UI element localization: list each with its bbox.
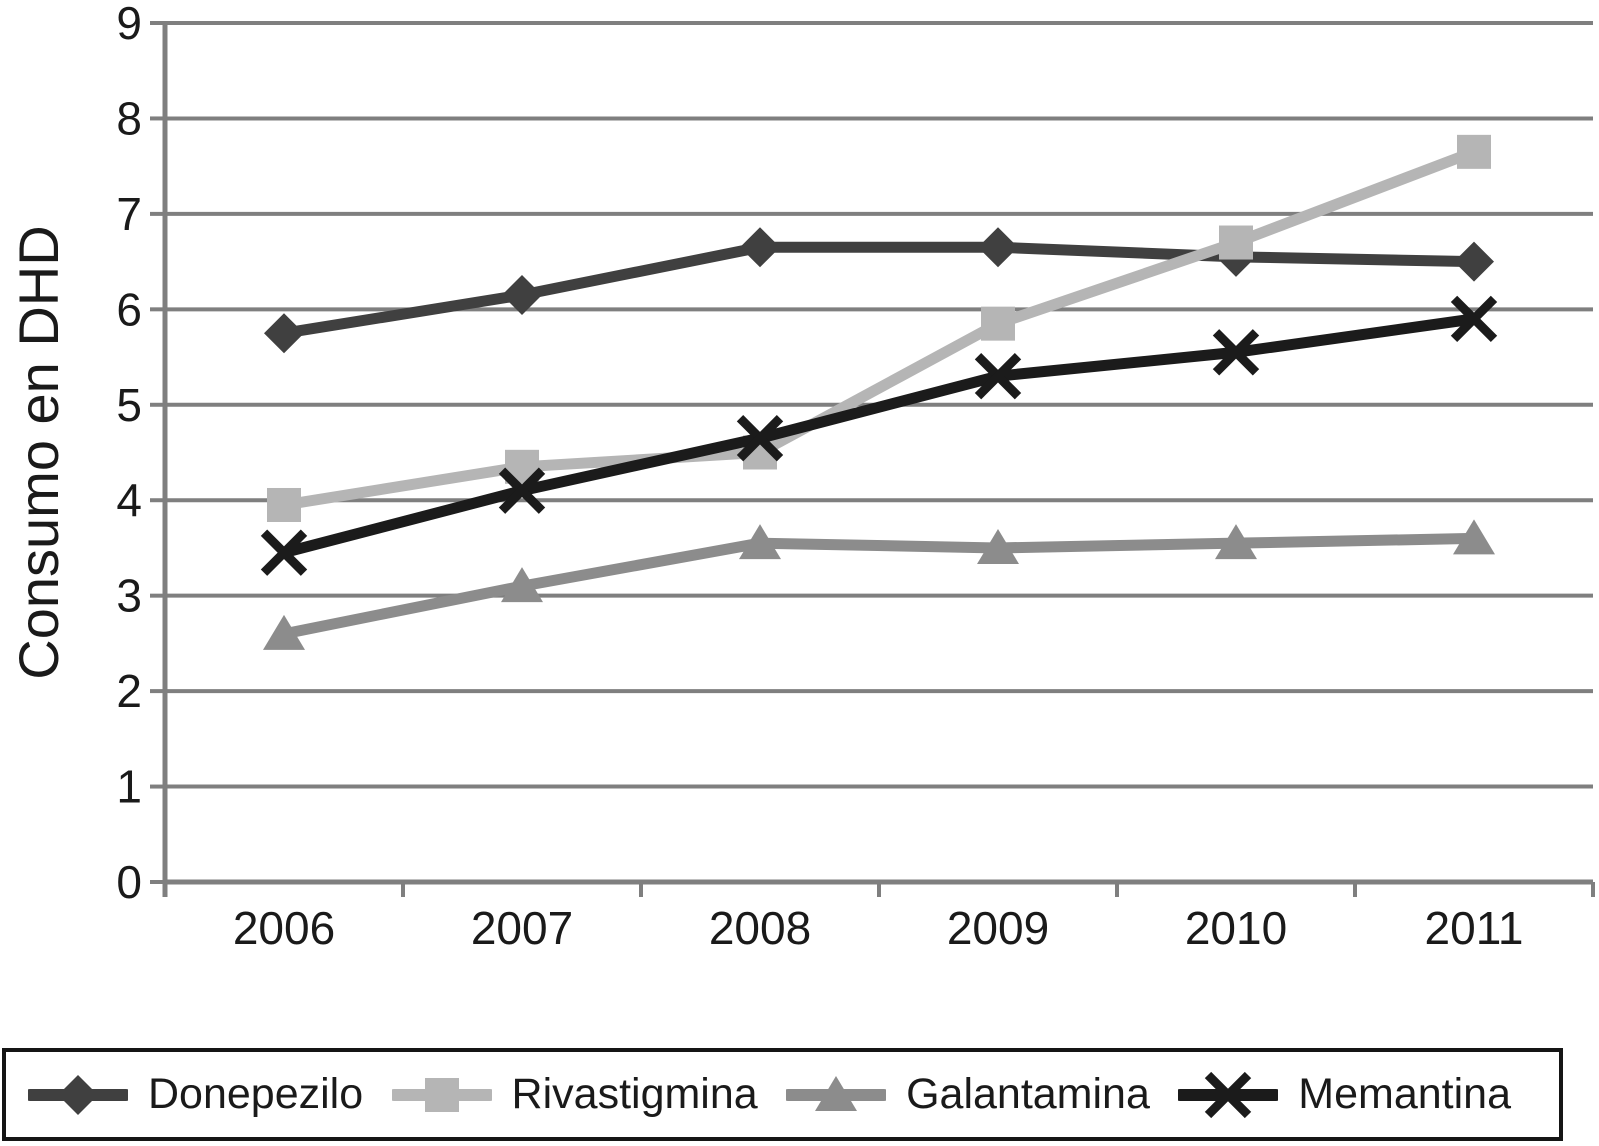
series-line-donepezilo <box>283 241 1475 339</box>
y-tick-label: 8 <box>116 92 142 144</box>
legend-item-rivastigmina: Rivastigmina <box>391 1069 758 1121</box>
point-galantamina-2009 <box>977 528 1019 564</box>
point-donepezilo-2008 <box>740 227 780 268</box>
legend-label: Donepezilo <box>148 1070 364 1118</box>
point-galantamina-2006 <box>263 614 305 650</box>
y-tick-label: 0 <box>116 856 142 908</box>
legend-marker-x-icon <box>1178 1071 1279 1118</box>
point-rivastigmina-2009 <box>981 306 1015 341</box>
legend-label: Galantamina <box>906 1070 1150 1118</box>
point-memantina-2008 <box>736 415 784 462</box>
legend-marker-square-icon <box>391 1077 492 1112</box>
point-rivastigmina-2006 <box>267 487 301 522</box>
legend-label: Rivastigmina <box>511 1070 758 1118</box>
y-tick-label: 9 <box>116 0 142 49</box>
series-line-galantamina <box>282 532 1475 640</box>
point-memantina-2007 <box>498 467 546 514</box>
point-rivastigmina-2010 <box>1219 225 1253 260</box>
legend: Donepezilo Rivastigmina Galantamina Memanti… <box>2 1048 1563 1141</box>
y-tick-label: 4 <box>116 474 142 526</box>
series-line-memantina <box>282 313 1475 559</box>
point-donepezilo-2007 <box>502 275 542 316</box>
legend-marker-shape <box>815 1075 858 1111</box>
legend-item-galantamina: Galantamina <box>786 1069 1150 1121</box>
point-rivastigmina-2011 <box>1457 134 1491 169</box>
point-donepezilo-2006 <box>264 313 304 354</box>
legend-item-donepezilo: Donepezilo <box>28 1069 363 1121</box>
point-memantina-2006 <box>260 529 308 576</box>
legend-marker-diamond-icon <box>28 1074 128 1115</box>
legend-marker-shape <box>424 1077 459 1112</box>
point-memantina-2009 <box>974 352 1022 400</box>
x-tick-label: 2007 <box>471 902 573 954</box>
y-tick-label: 7 <box>116 188 142 240</box>
point-donepezilo-2011 <box>1454 241 1494 282</box>
x-tick-label: 2006 <box>233 902 335 954</box>
y-tick-label: 5 <box>116 379 142 431</box>
point-galantamina-2010 <box>1215 524 1257 560</box>
x-tick-label: 2009 <box>947 902 1049 954</box>
legend-marker-shape <box>1205 1071 1252 1118</box>
point-memantina-2010 <box>1212 329 1260 376</box>
point-galantamina-2007 <box>501 567 543 603</box>
y-axis-title: Consumo en DHD <box>7 225 70 679</box>
series-line-rivastigmina <box>283 146 1476 511</box>
point-galantamina-2011 <box>1453 519 1495 555</box>
x-tick-label: 2011 <box>1425 902 1524 954</box>
legend-item-memantina: Memantina <box>1178 1069 1511 1121</box>
y-tick-label: 6 <box>116 283 142 335</box>
point-galantamina-2008 <box>739 524 781 560</box>
point-donepezilo-2009 <box>978 227 1018 268</box>
point-memantina-2011 <box>1450 295 1498 343</box>
y-tick-label: 1 <box>116 761 142 813</box>
y-tick-label: 2 <box>116 665 142 717</box>
x-tick-label: 2008 <box>709 902 811 954</box>
y-tick-label: 3 <box>116 570 142 622</box>
legend-marker-triangle-icon <box>786 1075 887 1111</box>
legend-marker-shape <box>58 1074 98 1115</box>
x-tick-label: 2010 <box>1185 902 1287 954</box>
plot-area: 0 1 2 3 4 5 6 7 8 9 2006 2007 2008 2009 2010 2011 Consum… <box>7 0 1595 954</box>
legend-label: Memantina <box>1298 1070 1511 1118</box>
